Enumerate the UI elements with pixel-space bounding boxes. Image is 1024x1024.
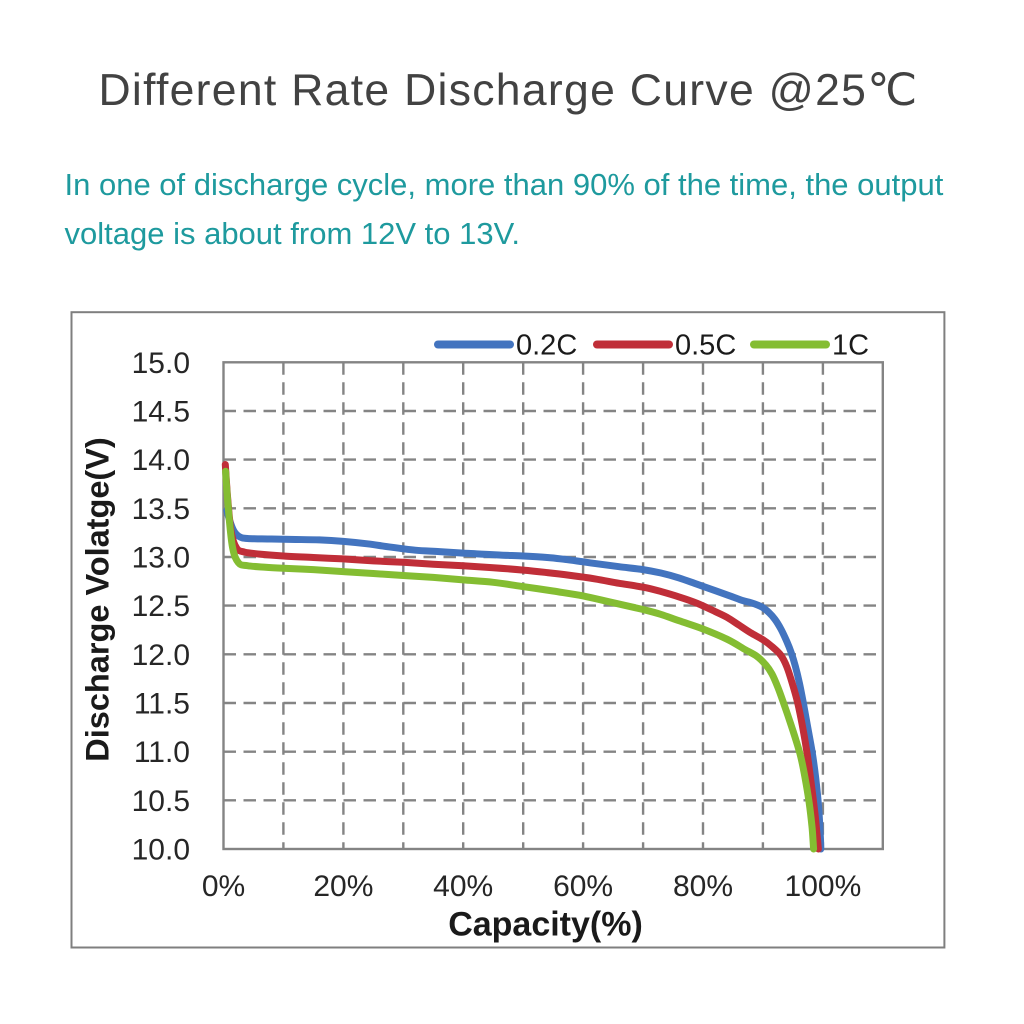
svg-text:0.5C: 0.5C: [675, 330, 736, 362]
svg-text:voltage is about from 12V to 1: voltage is about from 12V to 13V.: [65, 216, 521, 251]
svg-text:20%: 20%: [313, 870, 373, 903]
svg-text:13.0: 13.0: [132, 542, 190, 575]
svg-text:100%: 100%: [785, 870, 862, 903]
svg-text:Capacity(%): Capacity(%): [448, 905, 643, 943]
svg-text:Discharge Volatge(V): Discharge Volatge(V): [80, 437, 116, 761]
svg-text:13.5: 13.5: [132, 493, 190, 526]
svg-text:11.5: 11.5: [134, 688, 190, 721]
svg-text:10.0: 10.0: [132, 834, 190, 867]
svg-text:15.0: 15.0: [132, 347, 190, 380]
svg-text:60%: 60%: [553, 870, 613, 903]
svg-text:10.5: 10.5: [132, 785, 190, 818]
svg-text:14.0: 14.0: [132, 444, 190, 477]
svg-text:1C: 1C: [832, 330, 869, 362]
svg-text:0%: 0%: [202, 870, 245, 903]
svg-text:12.0: 12.0: [132, 639, 190, 672]
svg-text:40%: 40%: [433, 870, 493, 903]
svg-text:11.0: 11.0: [134, 736, 190, 769]
svg-text:0.2C: 0.2C: [516, 330, 577, 362]
svg-text:Different Rate Discharge Curve: Different Rate Discharge Curve @25℃: [98, 66, 918, 115]
svg-text:12.5: 12.5: [132, 590, 190, 623]
svg-text:In one of discharge cycle, mor: In one of discharge cycle, more than 90%…: [65, 167, 944, 202]
svg-text:14.5: 14.5: [132, 396, 190, 429]
svg-text:80%: 80%: [673, 870, 733, 903]
